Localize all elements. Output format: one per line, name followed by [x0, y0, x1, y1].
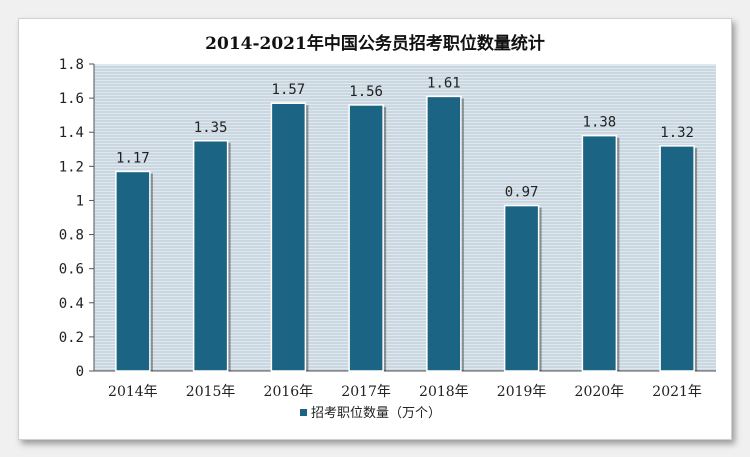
x-tick-label: 2018年	[419, 384, 469, 400]
bar-value-label: 1.32	[660, 125, 694, 141]
bar-value-label: 1.61	[427, 75, 461, 91]
y-tick-label: 1	[76, 193, 84, 209]
legend-swatch	[300, 409, 307, 416]
bar-value-label: 0.97	[505, 185, 539, 201]
legend-label: 招考职位数量（万个）	[311, 406, 441, 421]
bar	[503, 204, 540, 372]
bar	[115, 170, 151, 372]
y-tick-label: 0	[76, 364, 84, 380]
y-tick-label: 1.8	[59, 57, 84, 73]
bar	[192, 140, 229, 372]
x-tick-label: 2019年	[497, 384, 547, 400]
y-tick-label: 0.4	[59, 296, 84, 312]
x-tick-label: 2020年	[575, 384, 625, 400]
chart-title: 2014-2021年中国公务员招考职位数量统计	[205, 33, 545, 54]
x-tick-label: 2014年	[108, 384, 158, 400]
chart-frame: 2014-2021年中国公务员招考职位数量统计 0 0.2 0.4 0.6 0.8 1 1.…	[18, 18, 732, 440]
y-tick-label: 0.2	[59, 330, 84, 346]
y-tick-label: 1.4	[59, 125, 84, 141]
x-tick-label: 2017年	[341, 384, 391, 400]
bar-value-label: 1.35	[194, 120, 228, 136]
bar	[426, 95, 462, 372]
y-tick-label: 0.6	[59, 262, 84, 278]
bar-value-label: 1.56	[349, 84, 383, 100]
plot-area: 0 0.2 0.4 0.6 0.8 1 1.2 1.4 1.6 1.8 1.17 2014年 1.35 2…	[59, 57, 716, 400]
x-tick-label: 2015年	[186, 384, 236, 400]
bar	[581, 134, 618, 372]
y-tick-label: 1.2	[59, 159, 84, 175]
bar-value-label: 1.57	[272, 82, 306, 98]
y-tick-label: 0.8	[59, 228, 84, 244]
bar	[348, 104, 384, 372]
bar-value-label: 1.38	[583, 115, 617, 131]
bar	[270, 102, 307, 372]
bar	[659, 145, 695, 372]
bar-value-label: 1.17	[116, 150, 150, 166]
x-tick-label: 2016年	[264, 384, 314, 400]
x-tick-label: 2021年	[652, 384, 702, 400]
bar-chart: 2014-2021年中国公务员招考职位数量统计 0 0.2 0.4 0.6 0.8 1 1.…	[59, 33, 716, 421]
legend: 招考职位数量（万个）	[300, 406, 441, 421]
y-tick-label: 1.6	[59, 91, 84, 107]
